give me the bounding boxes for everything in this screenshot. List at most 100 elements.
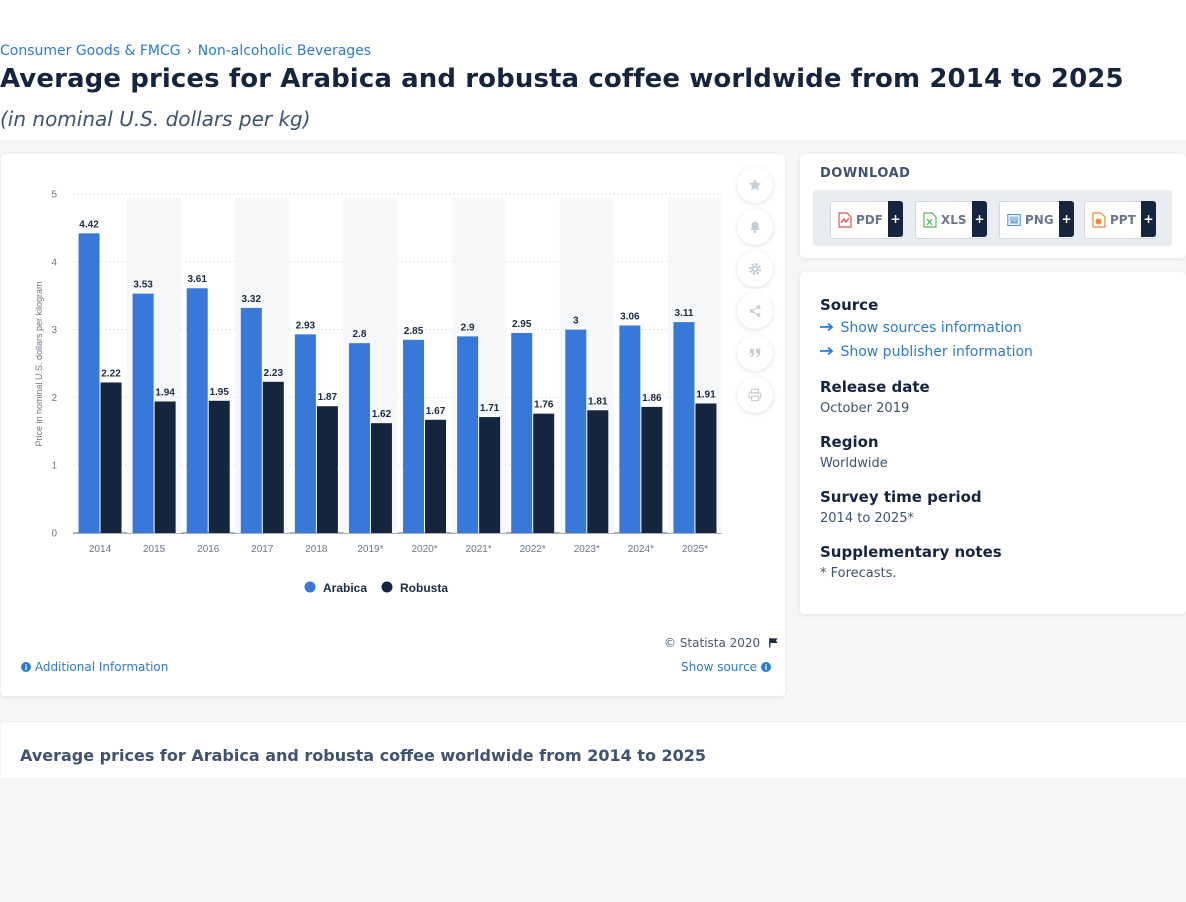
download-xls-plus: + xyxy=(972,201,987,237)
bar-arabica-2025[interactable] xyxy=(673,322,695,533)
y-tick-label: 5 xyxy=(51,190,57,201)
source-heading: Source xyxy=(820,296,879,314)
show-publisher-link[interactable]: Show publisher information xyxy=(820,344,1033,360)
bar-robusta-2021[interactable] xyxy=(479,417,501,533)
bar-arabica-2021[interactable] xyxy=(457,336,479,533)
legend-arabica-label: Arabica xyxy=(323,581,367,595)
data-label: 1.71 xyxy=(480,403,500,414)
share-button[interactable] xyxy=(737,293,773,329)
download-xls-button[interactable]: XLS + xyxy=(915,201,987,239)
copyright-text: © Statista 2020 xyxy=(664,636,761,650)
x-tick-label: 2015 xyxy=(143,544,166,555)
download-ppt-button[interactable]: PPT + xyxy=(1084,201,1156,239)
download-pdf-button[interactable]: PDF + xyxy=(830,201,903,239)
data-label: 2.9 xyxy=(461,322,475,333)
bar-robusta-2015[interactable] xyxy=(154,401,176,533)
bar-arabica-2015[interactable] xyxy=(132,293,154,533)
data-label: 3 xyxy=(573,316,579,327)
data-label: 4.42 xyxy=(79,219,99,230)
x-tick-label: 2019* xyxy=(357,544,383,555)
copyright-note[interactable]: © Statista 2020 xyxy=(664,636,779,650)
bar-robusta-2016[interactable] xyxy=(208,400,230,533)
x-tick-label: 2014 xyxy=(89,544,112,555)
data-label: 1.76 xyxy=(534,400,554,411)
data-label: 2.95 xyxy=(512,319,532,330)
bar-arabica-2017[interactable] xyxy=(240,307,262,533)
bar-robusta-2018[interactable] xyxy=(316,406,338,533)
release-date-value: October 2019 xyxy=(820,401,910,416)
data-label: 2.93 xyxy=(296,320,316,331)
page-title: Average prices for Arabica and robusta c… xyxy=(0,64,1124,94)
bar-arabica-2014[interactable] xyxy=(78,233,100,533)
region-heading: Region xyxy=(820,433,879,451)
breadcrumb-non-alcoholic-beverages[interactable]: Non-alcoholic Beverages xyxy=(197,43,372,59)
cite-button[interactable] xyxy=(737,335,773,371)
print-button[interactable] xyxy=(737,377,773,413)
show-sources-link[interactable]: Show sources information xyxy=(820,320,1022,336)
legend-robusta-marker xyxy=(381,581,393,593)
y-axis-title: Price in nominal U.S. dollars per kilogr… xyxy=(34,281,44,446)
data-label: 2.22 xyxy=(101,368,121,379)
data-label: 3.53 xyxy=(133,280,153,291)
y-tick-label: 1 xyxy=(51,461,57,472)
download-xls-label: XLS xyxy=(941,213,967,227)
print-icon xyxy=(748,388,762,402)
bar-arabica-2016[interactable] xyxy=(186,288,208,533)
arrow-right-icon xyxy=(820,322,834,332)
survey-period-value: 2014 to 2025* xyxy=(820,511,914,526)
data-label: 3.06 xyxy=(620,312,640,323)
bar-arabica-2023[interactable] xyxy=(565,329,587,533)
notification-button[interactable] xyxy=(737,209,773,245)
supplementary-notes-value: * Forecasts. xyxy=(820,566,897,581)
ppt-file-icon xyxy=(1092,212,1106,228)
data-label: 2.23 xyxy=(264,368,284,379)
download-pdf-label: PDF xyxy=(856,213,883,227)
bar-robusta-2019[interactable] xyxy=(370,423,392,533)
bar-robusta-2025[interactable] xyxy=(695,403,717,533)
arrow-right-icon xyxy=(820,346,834,356)
x-tick-label: 2016 xyxy=(197,544,220,555)
x-tick-label: 2017 xyxy=(251,544,274,555)
bar-robusta-2023[interactable] xyxy=(587,410,609,533)
bar-robusta-2024[interactable] xyxy=(641,406,663,533)
favorite-button[interactable] xyxy=(737,167,773,203)
bar-robusta-2017[interactable] xyxy=(262,381,284,533)
bar-robusta-2014[interactable] xyxy=(100,382,122,533)
bottom-section xyxy=(1,723,1186,778)
x-tick-label: 2021* xyxy=(466,544,492,555)
bar-arabica-2019[interactable] xyxy=(348,343,370,533)
settings-button[interactable] xyxy=(737,251,773,287)
additional-information-link[interactable]: Additional Information xyxy=(21,660,168,674)
data-label: 1.87 xyxy=(318,392,338,403)
info-icon xyxy=(21,662,31,672)
breadcrumb: Consumer Goods & FMCG › Non-alcoholic Beve… xyxy=(0,43,371,59)
data-label: 2.8 xyxy=(353,329,367,340)
bar-arabica-2018[interactable] xyxy=(294,334,316,533)
bar-arabica-2024[interactable] xyxy=(619,325,641,533)
download-png-button[interactable]: PNG + xyxy=(999,201,1074,239)
release-date-heading: Release date xyxy=(820,378,930,396)
data-label: 2.85 xyxy=(404,326,424,337)
y-tick-label: 3 xyxy=(51,325,57,336)
data-label: 1.62 xyxy=(372,409,392,420)
bar-robusta-2020[interactable] xyxy=(425,419,447,533)
data-label: 1.94 xyxy=(155,387,175,398)
show-source-link[interactable]: Show source xyxy=(681,660,771,674)
bar-robusta-2022[interactable] xyxy=(533,413,555,533)
axes: 0 1 2 3 4 5 2014 2015 2016 2017 2018 2019* 2020* 2021… xyxy=(51,190,708,556)
png-file-icon xyxy=(1007,213,1021,227)
pdf-file-icon xyxy=(838,212,852,228)
supplementary-notes-heading: Supplementary notes xyxy=(820,543,1002,561)
breadcrumb-consumer-goods[interactable]: Consumer Goods & FMCG xyxy=(0,43,181,59)
bar-arabica-2022[interactable] xyxy=(511,332,533,533)
x-tick-label: 2023* xyxy=(574,544,600,555)
bar-arabica-2020[interactable] xyxy=(403,339,425,533)
show-source-label: Show source xyxy=(681,660,758,674)
additional-information-label: Additional Information xyxy=(34,660,169,674)
x-tick-label: 2020* xyxy=(411,544,437,555)
data-label: 1.91 xyxy=(696,390,716,401)
data-label: 3.61 xyxy=(187,274,207,285)
y-tick-label: 2 xyxy=(51,393,57,404)
download-ppt-label: PPT xyxy=(1110,213,1136,227)
page-subtitle: (in nominal U.S. dollars per kg) xyxy=(0,107,311,131)
